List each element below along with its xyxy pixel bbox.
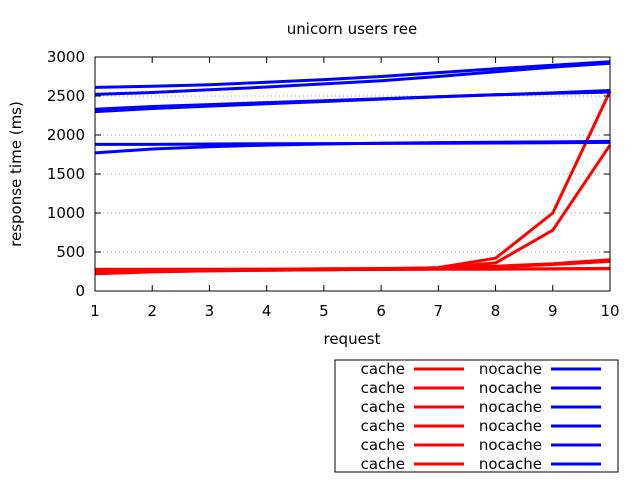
- series-line-cache: [94, 267, 611, 272]
- y-tick-label: 2000: [47, 126, 85, 144]
- y-tick-label: 500: [56, 243, 85, 261]
- y-axis-ticks: 0 500 1000 1500 2000 2500 3000: [47, 48, 610, 300]
- y-tick-label: 0: [75, 282, 85, 300]
- x-tick-label: 1: [90, 302, 100, 320]
- series-line-cache: [94, 144, 612, 275]
- chart-title: unicorn users ree: [287, 20, 417, 38]
- x-tick-label: 10: [600, 302, 619, 320]
- x-tick-label: 6: [376, 302, 386, 320]
- x-tick-label: 5: [319, 302, 329, 320]
- legend-label-cache: cache: [361, 455, 405, 473]
- x-tick-label: 2: [147, 302, 157, 320]
- y-axis-title: response time (ms): [7, 101, 25, 247]
- legend-box: [334, 359, 619, 473]
- legend-label-nocache: nocache: [479, 379, 542, 397]
- series-line-nocache: [94, 89, 611, 114]
- legend-label-nocache: nocache: [479, 436, 542, 454]
- series-lines: [94, 60, 612, 276]
- y-tick-label: 2500: [47, 87, 85, 105]
- y-tick-label: 1500: [47, 165, 85, 183]
- x-tick-label: 8: [491, 302, 501, 320]
- x-tick-label: 7: [434, 302, 444, 320]
- legend-label-cache: cache: [361, 379, 405, 397]
- series-line-nocache: [94, 61, 611, 96]
- legend-label-nocache: nocache: [479, 417, 542, 435]
- legend-label-nocache: nocache: [479, 455, 542, 473]
- x-tick-label: 4: [262, 302, 272, 320]
- y-tick-label: 3000: [47, 48, 85, 66]
- legend-label-cache: cache: [361, 436, 405, 454]
- legend-label-cache: cache: [361, 360, 405, 378]
- legend-label-cache: cache: [361, 417, 405, 435]
- x-tick-label: 9: [548, 302, 558, 320]
- x-tick-label: 3: [205, 302, 215, 320]
- legend-label-nocache: nocache: [479, 360, 542, 378]
- legend: cache nocache cache nocache cache nocache cach…: [361, 360, 601, 473]
- x-axis-title: request: [323, 330, 380, 348]
- series-line-cache: [94, 90, 612, 273]
- series-line-nocache: [94, 139, 611, 155]
- x-axis-ticks: 1 2 3 4 5 6 7 8 9 10: [90, 57, 620, 320]
- series-line-nocache: [94, 60, 611, 89]
- legend-label-cache: cache: [361, 398, 405, 416]
- legend-label-nocache: nocache: [479, 398, 542, 416]
- y-tick-label: 1000: [47, 204, 85, 222]
